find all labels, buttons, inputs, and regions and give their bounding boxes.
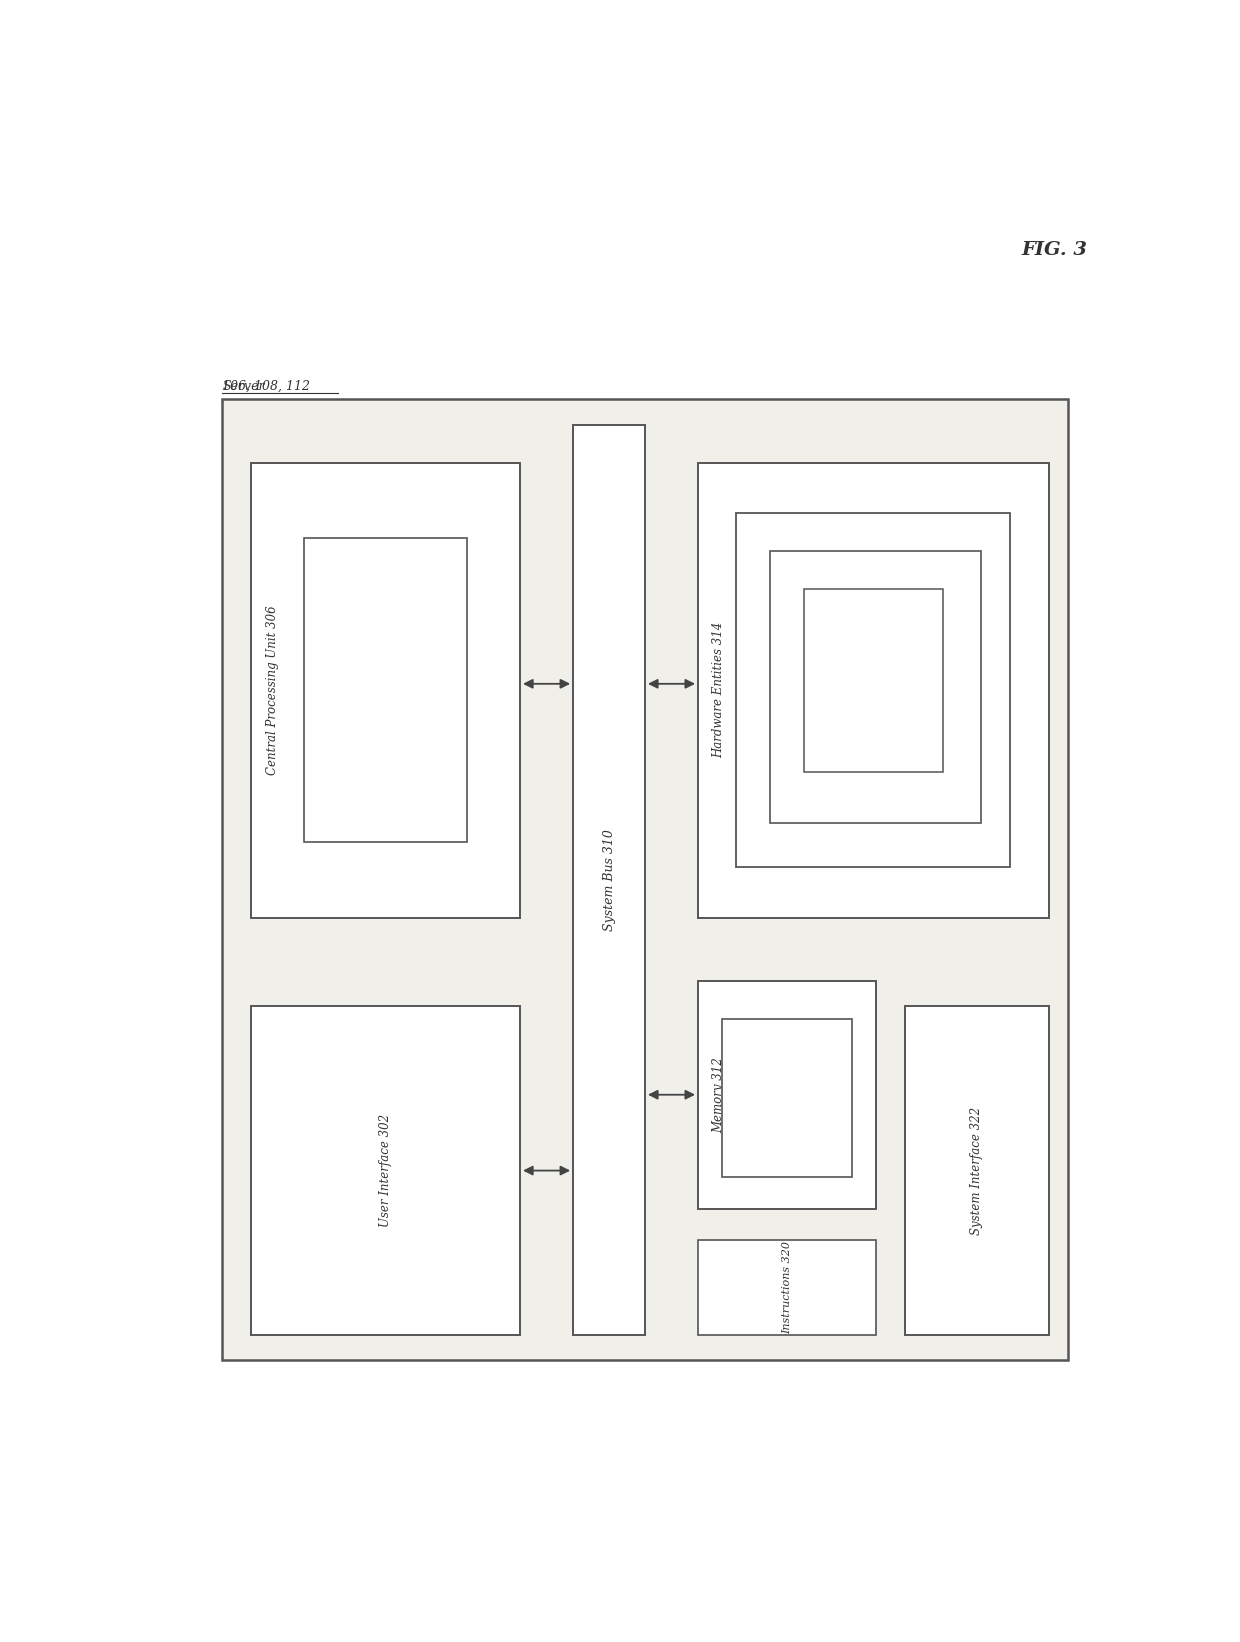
Bar (698, 463, 1049, 918)
Bar (304, 539, 467, 842)
Text: Instructions 320: Instructions 320 (782, 1053, 792, 1143)
Bar (698, 980, 875, 1209)
Bar (804, 589, 944, 772)
Text: System Interface 322: System Interface 322 (970, 1107, 983, 1235)
Text: User Interface 302: User Interface 302 (379, 1113, 392, 1227)
Text: FIG. 3: FIG. 3 (1022, 241, 1087, 259)
Bar (905, 1007, 1049, 1335)
Text: Server: Server (222, 379, 265, 392)
Text: Instructions 320: Instructions 320 (868, 634, 878, 727)
Text: Hardware Entities 314: Hardware Entities 314 (713, 622, 725, 759)
Text: Memory 312: Memory 312 (713, 1057, 725, 1133)
Bar (222, 399, 1068, 1360)
Bar (250, 463, 521, 918)
Bar (698, 1240, 875, 1335)
Text: Instructions 320: Instructions 320 (379, 640, 392, 739)
Text: 106, 108, 112: 106, 108, 112 (222, 365, 310, 392)
Bar (722, 1018, 852, 1177)
Bar (250, 1007, 521, 1335)
Text: Instructions 320: Instructions 320 (782, 1241, 792, 1333)
Text: Disk Drive Unit 316: Disk Drive Unit 316 (753, 632, 763, 747)
Text: Computer-Readable Storage
Medium 318: Computer-Readable Storage Medium 318 (780, 608, 802, 765)
Text: Central Processing Unit 306: Central Processing Unit 306 (265, 606, 279, 775)
Bar (737, 512, 1011, 867)
Text: System Bus 310: System Bus 310 (603, 829, 615, 931)
Bar (573, 425, 645, 1335)
Bar (770, 552, 982, 823)
